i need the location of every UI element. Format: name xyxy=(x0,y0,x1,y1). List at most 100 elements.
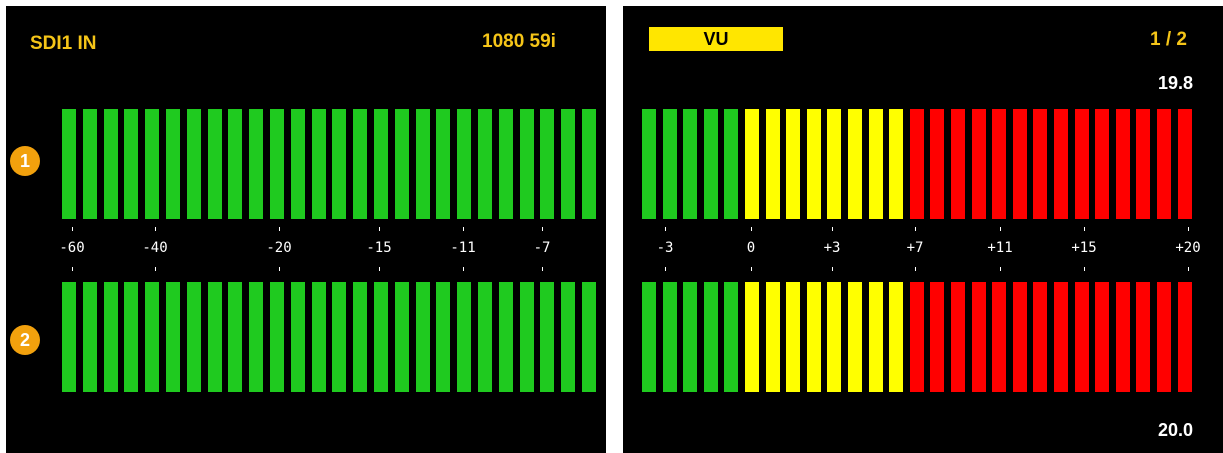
scale-tick-label: +15 xyxy=(1071,240,1097,256)
meter-segment xyxy=(374,282,388,392)
meter-segment xyxy=(1177,282,1192,392)
meter-segment xyxy=(703,282,718,392)
meter-segment xyxy=(786,282,801,392)
meter-segment xyxy=(436,282,451,392)
meter-segment xyxy=(186,282,201,392)
meter-segment xyxy=(703,109,718,219)
meter-segment xyxy=(82,282,97,392)
meter-segment xyxy=(765,282,780,392)
meter-segment xyxy=(724,109,739,219)
meter-segment xyxy=(745,282,759,392)
scale-tick-label: -20 xyxy=(266,240,292,256)
meter-segment xyxy=(145,109,160,219)
channel-2-level-meter xyxy=(62,282,606,392)
channel-1-badge: 1 xyxy=(10,146,40,176)
scale-tick-label: -7 xyxy=(533,240,551,256)
meter-segment xyxy=(353,282,368,392)
scale-tick-mark xyxy=(1084,227,1085,231)
meter-segment xyxy=(1054,282,1068,392)
channel-1-vu-meter xyxy=(642,109,1202,219)
meter-segment xyxy=(290,282,305,392)
meter-segment xyxy=(311,109,326,219)
meter-segment xyxy=(561,109,576,219)
meter-segment xyxy=(909,282,924,392)
meter-segment xyxy=(332,282,347,392)
meter-segment xyxy=(519,109,534,219)
meter-segment xyxy=(848,109,862,219)
scale-tick-mark xyxy=(72,227,73,231)
meter-segment xyxy=(951,109,965,219)
scale-tick-label: -15 xyxy=(366,240,392,256)
meter-segment xyxy=(436,109,451,219)
meter-segment xyxy=(827,109,842,219)
scale-tick-mark xyxy=(751,267,752,271)
meter-segment xyxy=(1095,109,1110,219)
scale-tick-mark xyxy=(832,227,833,231)
meter-segment xyxy=(683,282,698,392)
scale-tick-label: -3 xyxy=(656,240,674,256)
meter-segment xyxy=(1136,282,1151,392)
meter-segment xyxy=(582,109,596,219)
scale-tick-mark xyxy=(155,267,156,271)
scale-tick-label: +7 xyxy=(906,240,924,256)
scale-tick-mark xyxy=(832,267,833,271)
scale-tick-mark xyxy=(1188,227,1189,231)
scale-tick-mark xyxy=(542,227,543,231)
meter-segment xyxy=(1136,109,1151,219)
meter-segment xyxy=(786,109,801,219)
meter-segment xyxy=(457,109,472,219)
meter-segment xyxy=(971,109,986,219)
meter-segment xyxy=(909,109,924,219)
meter-segment xyxy=(311,282,326,392)
scale-tick-label: +3 xyxy=(823,240,841,256)
meter-segment xyxy=(394,282,409,392)
meter-segment xyxy=(662,109,677,219)
scale-tick-label: -40 xyxy=(142,240,168,256)
scale-tick-mark xyxy=(155,227,156,231)
scale-tick-mark xyxy=(1188,267,1189,271)
meter-segment xyxy=(642,109,656,219)
vu-mode-badge: VU xyxy=(649,27,783,51)
meter-segment xyxy=(1054,109,1068,219)
scale-tick-mark xyxy=(665,227,666,231)
meter-segment xyxy=(394,109,409,219)
scale-tick-mark xyxy=(1000,227,1001,231)
meter-segment xyxy=(62,282,76,392)
scale-tick-mark xyxy=(463,267,464,271)
meter-segment xyxy=(1012,282,1027,392)
channel-1-level-meter xyxy=(62,109,606,219)
scale-tick-label: +11 xyxy=(987,240,1013,256)
scale-tick-mark xyxy=(665,267,666,271)
meter-screen-right: VU 1 / 2 19.8 20.0 -3 0 +3 +7 +11 +15 +20 xyxy=(623,6,1223,453)
meter-segment xyxy=(332,109,347,219)
meter-segment xyxy=(228,282,243,392)
meter-segment xyxy=(930,109,945,219)
input-label: SDI1 IN xyxy=(30,33,97,54)
scale-tick-mark xyxy=(279,267,280,271)
meter-segment xyxy=(724,282,739,392)
meter-segment xyxy=(540,282,555,392)
meter-segment xyxy=(374,109,388,219)
scale-tick-label: +20 xyxy=(1175,240,1201,256)
meter-segment xyxy=(249,282,264,392)
meter-segment xyxy=(662,282,677,392)
scale-tick-mark xyxy=(72,267,73,271)
meter-segment xyxy=(457,282,472,392)
meter-segment xyxy=(124,109,139,219)
scale-tick-mark xyxy=(751,227,752,231)
meter-segment xyxy=(82,109,97,219)
meter-segment xyxy=(498,109,513,219)
scale-tick-mark xyxy=(915,267,916,271)
meter-segment xyxy=(1095,282,1110,392)
meter-segment xyxy=(765,109,780,219)
meter-segment xyxy=(1033,282,1048,392)
meter-segment xyxy=(290,109,305,219)
meter-segment xyxy=(582,282,596,392)
meter-segment xyxy=(889,282,904,392)
meter-segment xyxy=(540,109,555,219)
meter-segment xyxy=(1157,282,1171,392)
meter-segment xyxy=(1157,109,1171,219)
meter-segment xyxy=(971,282,986,392)
meter-screen-left: SDI1 IN 1080 59i 1 2 -60 -40 -20 -15 -11 -7 xyxy=(6,6,606,453)
meter-segment xyxy=(249,109,264,219)
